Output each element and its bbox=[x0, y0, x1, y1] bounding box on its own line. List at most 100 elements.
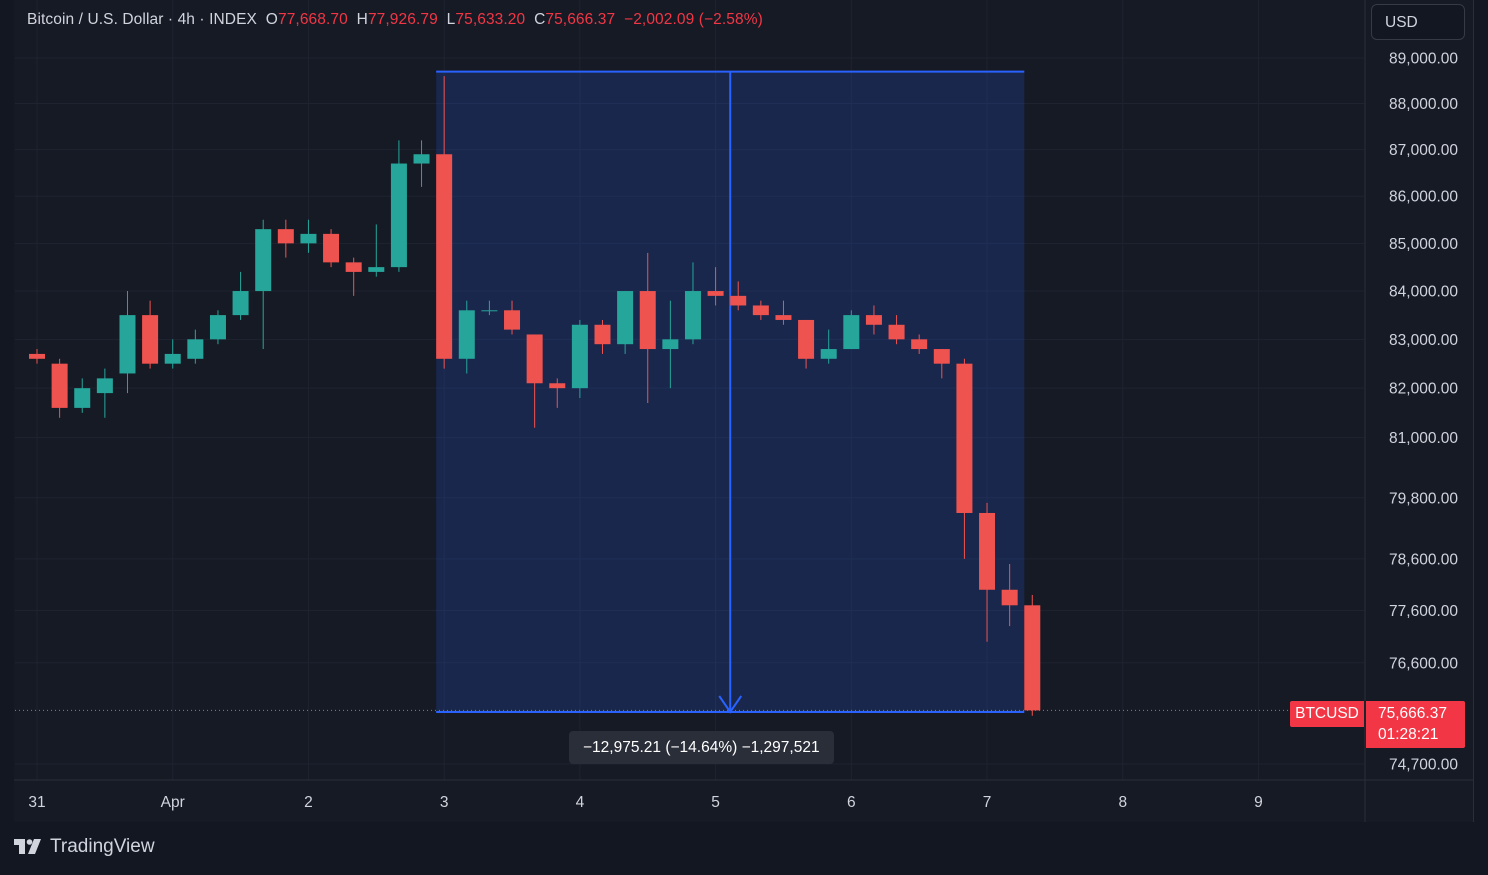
legend-change: −2,002.09 (−2.58%) bbox=[624, 11, 763, 28]
candle bbox=[368, 224, 385, 277]
candle-body bbox=[413, 154, 430, 164]
candle bbox=[458, 300, 475, 374]
candle bbox=[1001, 564, 1018, 627]
candle bbox=[752, 300, 769, 320]
price-tick-label: 85,000.00 bbox=[1389, 236, 1458, 253]
price-tick-label: 78,600.00 bbox=[1389, 551, 1458, 568]
candle-body bbox=[142, 315, 159, 364]
candle bbox=[345, 257, 362, 296]
candle-body bbox=[436, 154, 453, 359]
candle bbox=[142, 300, 159, 369]
measure-label: −12,975.21 (−14.64%) −1,297,521 bbox=[569, 731, 834, 764]
grid bbox=[15, 0, 1365, 780]
price-tick-label: 79,800.00 bbox=[1389, 490, 1458, 507]
candle bbox=[775, 300, 792, 325]
candle bbox=[436, 76, 453, 369]
legend-symbol[interactable]: Bitcoin / U.S. Dollar bbox=[27, 11, 164, 28]
price-tick-label: 81,000.00 bbox=[1389, 430, 1458, 447]
price-tick-label: 84,000.00 bbox=[1389, 284, 1458, 301]
price-tick-label: 77,600.00 bbox=[1389, 603, 1458, 620]
price-axis: 89,000.00 88,000.00 87,000.00 86,000.00 85,0… bbox=[1364, 0, 1458, 822]
candle bbox=[74, 378, 91, 413]
time-axis: 31 Apr 2 3 4 5 6 7 8 9 bbox=[14, 779, 1473, 811]
candle-body bbox=[865, 315, 882, 325]
candle-body bbox=[526, 334, 543, 384]
last-price-tag: 75,666.37 01:28:21 bbox=[1366, 701, 1465, 748]
candle bbox=[187, 329, 204, 364]
time-tick-label: 2 bbox=[304, 794, 313, 811]
last-price-value: 75,666.37 bbox=[1378, 705, 1447, 722]
candle bbox=[390, 140, 407, 272]
currency-button[interactable]: USD bbox=[1371, 4, 1465, 40]
legend-open-label: O bbox=[265, 11, 278, 28]
candle bbox=[707, 267, 724, 306]
candle bbox=[843, 310, 860, 350]
candle-body bbox=[730, 295, 747, 306]
candle-body bbox=[255, 229, 272, 292]
candle-body bbox=[164, 353, 181, 364]
time-tick-label: Apr bbox=[161, 794, 185, 811]
legend-close-label: C bbox=[534, 11, 546, 28]
candle bbox=[96, 368, 113, 418]
legend-high: 77,926.79 bbox=[367, 11, 438, 28]
candle bbox=[300, 219, 317, 253]
price-tick-label: 83,000.00 bbox=[1389, 332, 1458, 349]
measure-zone bbox=[436, 70, 1025, 714]
candle-body bbox=[74, 388, 91, 408]
candle bbox=[255, 219, 272, 350]
legend-source: INDEX bbox=[209, 11, 257, 28]
candle bbox=[662, 300, 679, 389]
candle-body bbox=[277, 229, 294, 244]
candle bbox=[594, 319, 611, 354]
chart-pane[interactable] bbox=[14, 0, 1474, 822]
candle bbox=[277, 219, 294, 258]
last-price-symbol-tag: BTCUSD bbox=[1290, 701, 1364, 727]
time-tick-label: 7 bbox=[983, 794, 992, 811]
candle-body bbox=[458, 310, 475, 359]
measure-arrow-head bbox=[718, 695, 743, 714]
candle bbox=[865, 305, 882, 335]
candle bbox=[956, 358, 973, 559]
price-tick-label: 87,000.00 bbox=[1389, 142, 1458, 159]
candle-body bbox=[368, 267, 385, 272]
candle bbox=[911, 334, 928, 354]
candle-body bbox=[390, 163, 407, 268]
candle bbox=[617, 291, 634, 354]
candle bbox=[164, 339, 181, 369]
candle-body bbox=[843, 315, 860, 350]
candle bbox=[639, 252, 656, 403]
time-tick-label: 31 bbox=[28, 794, 45, 811]
candle bbox=[730, 281, 747, 311]
candle-body bbox=[933, 349, 950, 364]
candle-body bbox=[820, 349, 837, 359]
candle bbox=[571, 319, 588, 399]
price-tick-label: 76,600.00 bbox=[1389, 655, 1458, 672]
candle bbox=[209, 310, 226, 345]
candle bbox=[888, 315, 905, 345]
candle bbox=[29, 349, 45, 364]
legend-high-label: H bbox=[356, 11, 368, 28]
candle bbox=[413, 140, 430, 187]
candle-body bbox=[617, 291, 634, 345]
candle bbox=[504, 300, 521, 335]
candle bbox=[1024, 594, 1041, 716]
candle-body bbox=[639, 291, 656, 350]
candle-body bbox=[1024, 605, 1041, 711]
candle-body bbox=[662, 339, 679, 350]
time-tick-label: 6 bbox=[847, 794, 856, 811]
brand-logo[interactable]: TradingView bbox=[14, 836, 155, 858]
candle-body bbox=[798, 319, 815, 359]
candle-body bbox=[911, 339, 928, 350]
candle-body bbox=[345, 262, 362, 272]
candle-body bbox=[481, 310, 498, 312]
time-tick-label: 3 bbox=[440, 794, 449, 811]
candle bbox=[323, 229, 340, 268]
candle bbox=[232, 271, 249, 320]
time-tick-label: 5 bbox=[711, 794, 720, 811]
candle-body bbox=[51, 363, 68, 408]
candle bbox=[979, 502, 996, 642]
candle-body bbox=[323, 233, 340, 263]
candle bbox=[549, 378, 566, 408]
legend-interval[interactable]: 4h bbox=[177, 11, 196, 28]
